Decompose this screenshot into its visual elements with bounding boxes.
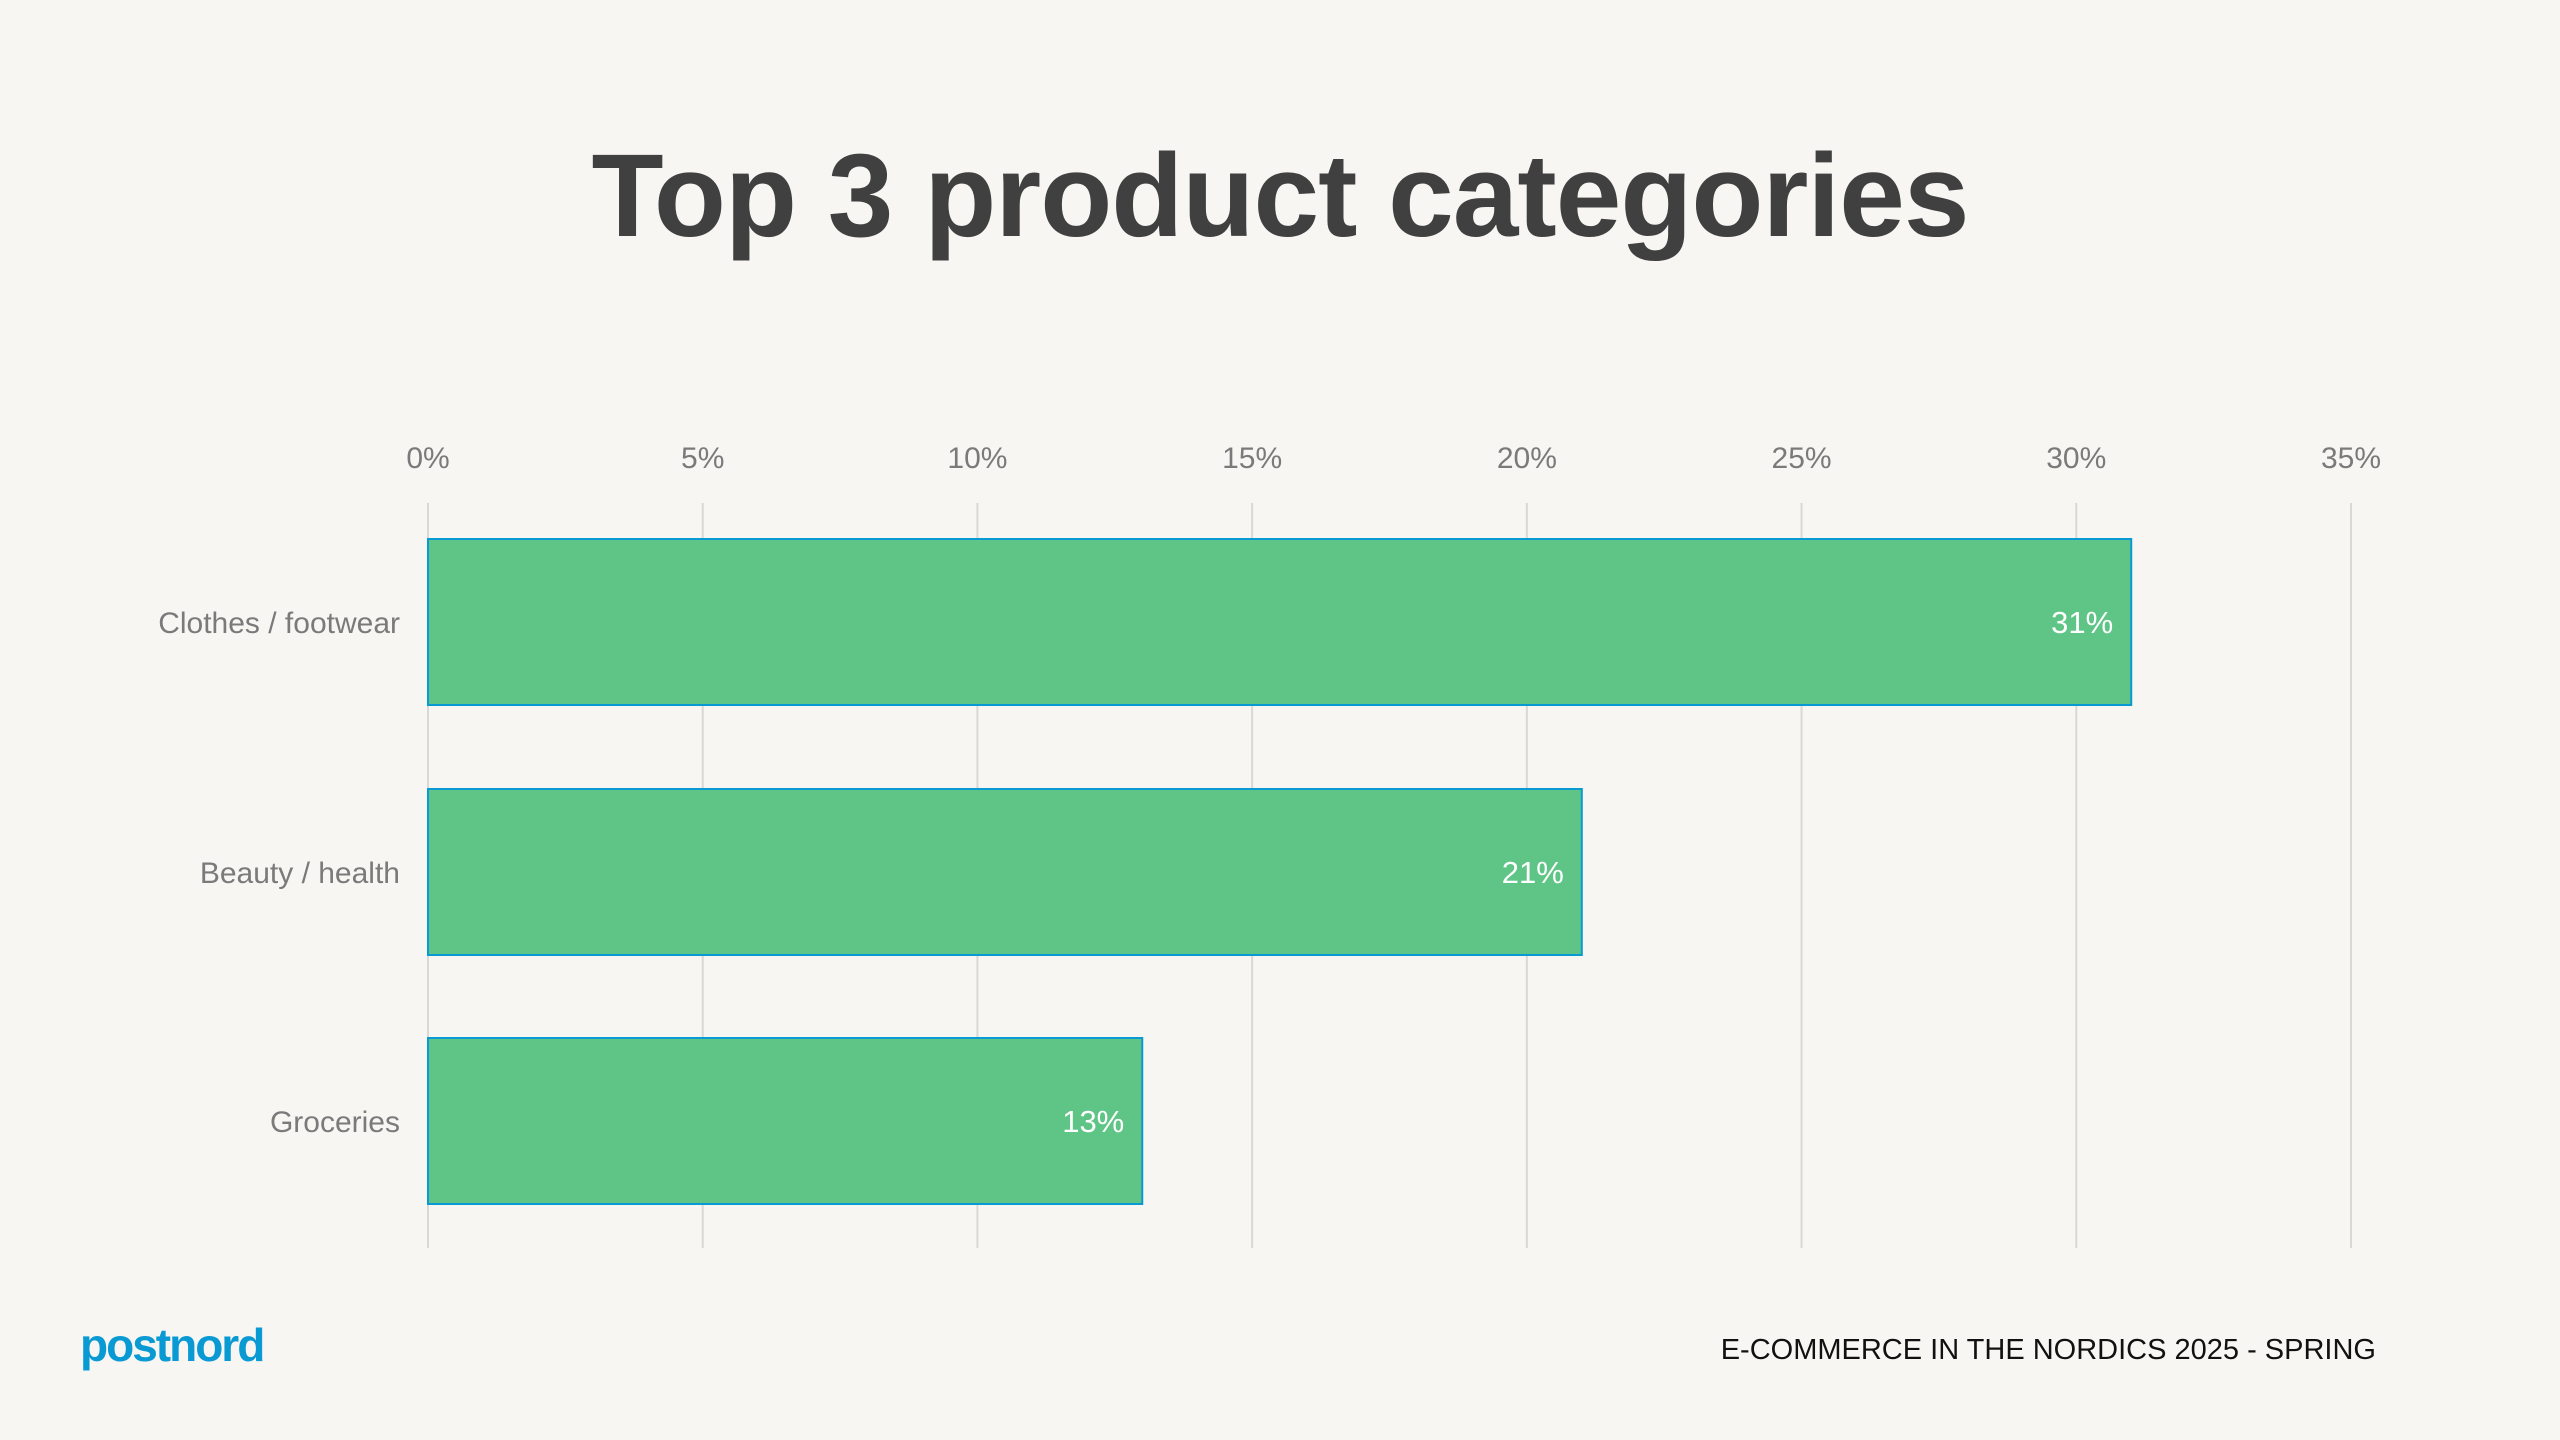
x-tick-label: 25% (1772, 442, 1832, 475)
category-label: Beauty / health (200, 857, 400, 890)
data-label: 21% (1502, 855, 1564, 890)
data-label: 13% (1062, 1104, 1124, 1139)
bar (427, 788, 1583, 956)
x-tick-label: 30% (2046, 442, 2106, 475)
x-tick-label: 15% (1222, 442, 1282, 475)
bar (427, 1037, 1144, 1205)
x-tick-label: 35% (2321, 442, 2381, 475)
category-label: Clothes / footwear (158, 607, 400, 640)
x-tick-label: 10% (947, 442, 1007, 475)
bar (427, 538, 2133, 706)
x-tick-label: 20% (1497, 442, 1557, 475)
data-label: 31% (2051, 605, 2113, 640)
footer-text: E-COMMERCE IN THE NORDICS 2025 - SPRING (1720, 1334, 2376, 1366)
x-tick-label: 5% (681, 442, 724, 475)
x-tick-label: 0% (406, 442, 449, 475)
category-label: Groceries (270, 1106, 400, 1139)
postnord-logo: postnord (80, 1319, 265, 1371)
chart-title: Top 3 product categories (591, 130, 1970, 262)
